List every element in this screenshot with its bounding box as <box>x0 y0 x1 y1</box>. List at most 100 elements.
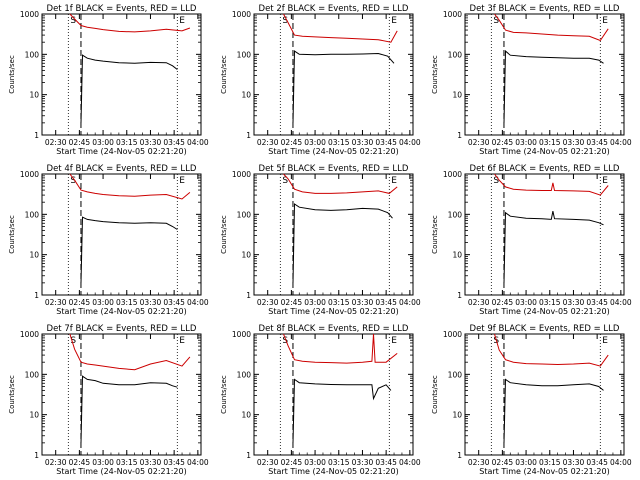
series-line-events <box>503 50 604 123</box>
x-tick-label: 03:00 <box>304 138 326 147</box>
x-axis-label: Start Time (24-Nov-05 02:21:20) <box>479 147 609 156</box>
end-marker-label: E <box>179 336 185 346</box>
x-tick-label: 02:30 <box>45 458 67 467</box>
y-tick-label: 10 <box>452 91 462 100</box>
y-tick-label: 1 <box>246 451 251 460</box>
x-tick-label: 03:15 <box>539 138 561 147</box>
x-axis-label: Start Time (24-Nov-05 02:21:20) <box>268 467 398 476</box>
y-axis-label: Counts/sec <box>220 215 228 254</box>
panel-title: Det 3f BLACK = Events, RED = LLD <box>470 4 620 14</box>
y-tick-label: 1 <box>246 291 251 300</box>
y-axis-label: Counts/sec <box>8 55 16 94</box>
y-tick-label: 100 <box>448 370 463 379</box>
y-axis-label: Counts/sec <box>220 375 228 414</box>
x-tick-label: 03:15 <box>328 138 350 147</box>
y-tick-label: 1000 <box>232 170 251 179</box>
series-line-events <box>503 210 604 283</box>
plot-frame <box>253 333 414 456</box>
x-tick-label: 03:45 <box>163 138 185 147</box>
plot-frame <box>464 13 625 136</box>
y-tick-label: 1 <box>457 291 462 300</box>
x-tick-label: 02:45 <box>281 138 303 147</box>
panel-title: Det 1f BLACK = Events, RED = LLD <box>47 4 197 14</box>
x-tick-label: 03:15 <box>328 458 350 467</box>
x-axis-label: Start Time (24-Nov-05 02:21:20) <box>268 307 398 316</box>
start-marker-label: S <box>70 16 76 26</box>
series-line-lld <box>494 173 609 196</box>
end-marker-label: E <box>391 336 397 346</box>
y-axis-label: Counts/sec <box>431 215 439 254</box>
end-marker-label: E <box>391 16 397 26</box>
start-marker-label: S <box>70 336 76 346</box>
x-tick-label: 03:15 <box>116 138 138 147</box>
x-tick-label: 03:30 <box>352 138 374 147</box>
panel-title: Det 6f BLACK = Events, RED = LLD <box>470 164 620 174</box>
start-marker-label: S <box>493 176 499 186</box>
series-line-events <box>80 375 178 443</box>
panel-4: Det 4f BLACK = Events, RED = LLD 1 10 100 10… <box>8 164 209 316</box>
series-line-events <box>292 50 395 123</box>
x-tick-label: 02:30 <box>257 458 279 467</box>
panel-title: Det 9f BLACK = Events, RED = LLD <box>470 324 620 334</box>
panel-title: Det 2f BLACK = Events, RED = LLD <box>259 4 409 14</box>
x-tick-label: 02:30 <box>45 138 67 147</box>
y-tick-label: 1 <box>34 451 39 460</box>
x-tick-label: 03:30 <box>563 298 585 307</box>
series-line-lld <box>69 333 191 371</box>
x-tick-label: 03:30 <box>352 458 374 467</box>
plot-frame <box>464 333 625 456</box>
x-tick-label: 02:45 <box>492 138 514 147</box>
x-tick-label: 04:00 <box>610 458 632 467</box>
x-tick-label: 04:00 <box>187 138 209 147</box>
panel-5: Det 5f BLACK = Events, RED = LLD 1 10 100 10… <box>220 164 421 316</box>
plot-frame <box>253 13 414 136</box>
series-line-lld <box>69 173 191 200</box>
y-tick-label: 1000 <box>20 330 39 339</box>
x-tick-label: 04:00 <box>399 138 421 147</box>
x-axis-label: Start Time (24-Nov-05 02:21:20) <box>479 467 609 476</box>
y-tick-label: 1 <box>246 131 251 140</box>
y-axis-label: Counts/sec <box>220 55 228 94</box>
y-tick-label: 1000 <box>443 10 462 19</box>
y-tick-label: 100 <box>25 210 40 219</box>
x-tick-label: 04:00 <box>610 298 632 307</box>
series-line-events <box>80 216 178 283</box>
y-axis-label: Counts/sec <box>8 375 16 414</box>
panel-title: Det 5f BLACK = Events, RED = LLD <box>259 164 409 174</box>
x-tick-label: 02:45 <box>492 298 514 307</box>
y-tick-label: 10 <box>452 411 462 420</box>
y-tick-label: 10 <box>29 251 39 260</box>
panel-title: Det 4f BLACK = Events, RED = LLD <box>47 164 197 174</box>
x-tick-label: 03:00 <box>92 138 114 147</box>
x-tick-label: 03:00 <box>304 298 326 307</box>
x-tick-label: 03:15 <box>328 298 350 307</box>
end-marker-label: E <box>391 176 397 186</box>
x-tick-label: 04:00 <box>399 298 421 307</box>
series-line-events <box>292 203 393 283</box>
y-tick-label: 10 <box>241 251 251 260</box>
x-tick-label: 03:45 <box>375 298 397 307</box>
panel-8: Det 8f BLACK = Events, RED = LLD 1 10 100 10… <box>220 324 421 476</box>
x-tick-label: 03:45 <box>586 138 608 147</box>
y-axis-label: Counts/sec <box>8 215 16 254</box>
x-axis-label: Start Time (24-Nov-05 02:21:20) <box>56 147 186 156</box>
panel-6: Det 6f BLACK = Events, RED = LLD 1 10 100 10… <box>431 164 632 316</box>
end-marker-label: E <box>602 336 608 346</box>
y-tick-label: 100 <box>237 50 252 59</box>
x-tick-label: 03:45 <box>586 298 608 307</box>
x-tick-label: 03:15 <box>539 458 561 467</box>
end-marker-label: E <box>179 16 185 26</box>
x-tick-label: 03:00 <box>515 298 537 307</box>
x-tick-label: 03:00 <box>515 458 537 467</box>
start-marker-label: S <box>493 16 499 26</box>
x-tick-label: 02:30 <box>468 458 490 467</box>
x-tick-label: 02:30 <box>468 138 490 147</box>
y-tick-label: 100 <box>237 370 252 379</box>
end-marker-label: E <box>179 176 185 186</box>
plot-frame <box>464 173 625 296</box>
panel-7: Det 7f BLACK = Events, RED = LLD 1 10 100 10… <box>8 324 209 476</box>
x-tick-label: 03:30 <box>140 138 162 147</box>
end-marker-label: E <box>602 176 608 186</box>
start-marker-label: S <box>282 176 288 186</box>
